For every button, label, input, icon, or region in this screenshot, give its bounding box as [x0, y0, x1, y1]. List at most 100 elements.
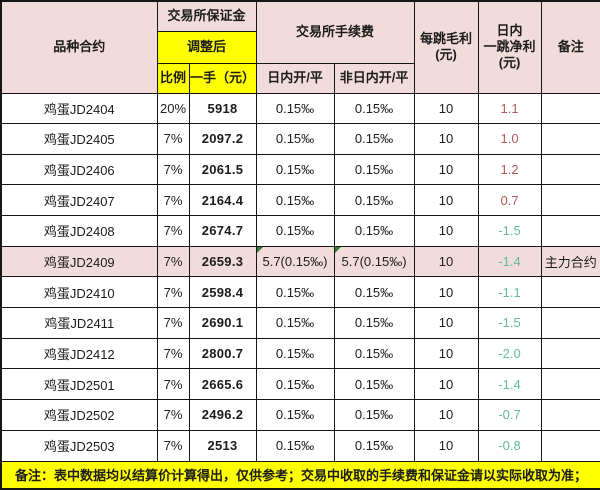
table-row: 鸡蛋JD2501 7% 2665.6 0.15‰ 0.15‰ 10 -1.4: [0, 368, 600, 401]
fee-intraday-cell: 0.15‰: [255, 368, 335, 401]
net-profit-cell: 1.2: [477, 153, 542, 186]
table-row: 鸡蛋JD2412 7% 2800.7 0.15‰ 0.15‰ 10 -2.0: [0, 337, 600, 370]
table-row: 鸡蛋JD2407 7% 2164.4 0.15‰ 0.15‰ 10 0.7: [0, 184, 600, 217]
per-lot-cell: 2061.5: [188, 153, 257, 186]
ratio-cell: 7%: [156, 337, 190, 370]
contract-cell: 鸡蛋JD2411: [0, 307, 158, 339]
fee-intraday-cell: 0.15‰: [255, 276, 335, 309]
header-exchange-fee: 交易所手续费: [255, 0, 415, 64]
per-lot-cell: 2674.7: [188, 215, 257, 247]
table-row: 鸡蛋JD2410 7% 2598.4 0.15‰ 0.15‰ 10 -1.1: [0, 276, 600, 309]
ratio-cell: 7%: [156, 307, 190, 339]
ratio-cell: 7%: [156, 276, 190, 309]
fee-intraday-cell: 0.15‰: [255, 123, 335, 155]
contract-cell: 鸡蛋JD2501: [0, 368, 158, 401]
gross-profit-cell: 10: [413, 92, 479, 125]
fee-non-intraday-cell: 0.15‰: [333, 307, 415, 339]
per-lot-cell: 2659.3: [188, 245, 257, 278]
net-profit-cell: 0.7: [477, 184, 542, 217]
comment-marker-icon: [335, 247, 341, 253]
per-lot-cell: 2690.1: [188, 307, 257, 339]
ratio-cell: 20%: [156, 92, 190, 125]
remark-cell: [540, 276, 600, 309]
remark-cell: [540, 184, 600, 217]
gross-profit-cell: 10: [413, 337, 479, 370]
remark-cell: [540, 92, 600, 125]
remark-cell: [540, 153, 600, 186]
ratio-cell: 7%: [156, 184, 190, 217]
ratio-cell: 7%: [156, 368, 190, 401]
per-lot-cell: 2665.6: [188, 368, 257, 401]
per-lot-cell: 2496.2: [188, 399, 257, 431]
net-profit-cell: -1.4: [477, 368, 542, 401]
net-profit-cell: -2.0: [477, 337, 542, 370]
ratio-cell: 7%: [156, 123, 190, 155]
remark-cell: [540, 337, 600, 370]
fee-non-intraday-cell: 0.15‰: [333, 184, 415, 217]
gross-profit-cell: 10: [413, 184, 479, 217]
net-profit-cell: 1.1: [477, 92, 542, 125]
fee-non-intraday-cell: 0.15‰: [333, 429, 415, 462]
contract-cell: 鸡蛋JD2405: [0, 123, 158, 155]
per-lot-cell: 2097.2: [188, 123, 257, 155]
contract-cell: 鸡蛋JD2404: [0, 92, 158, 125]
ratio-cell: 7%: [156, 215, 190, 247]
per-lot-cell: 2164.4: [188, 184, 257, 217]
net-profit-cell: -0.7: [477, 399, 542, 431]
table-row: 鸡蛋JD2406 7% 2061.5 0.15‰ 0.15‰ 10 1.2: [0, 153, 600, 186]
gross-profit-cell: 10: [413, 215, 479, 247]
net-profit-cell: -1.4: [477, 245, 542, 278]
gross-profit-cell: 10: [413, 276, 479, 309]
header-adjusted: 调整后: [156, 30, 257, 64]
net-profit-cell: 1.0: [477, 123, 542, 155]
remark-cell: [540, 399, 600, 431]
header-intraday-net-profit: 日内 一跳净利 (元): [477, 0, 542, 94]
per-lot-cell: 2513: [188, 429, 257, 462]
table-row: 鸡蛋JD2404 20% 5918 0.15‰ 0.15‰ 10 1.1: [0, 92, 600, 125]
gross-profit-cell: 10: [413, 123, 479, 155]
header-contract: 品种合约: [0, 0, 158, 94]
per-lot-cell: 2598.4: [188, 276, 257, 309]
fee-non-intraday-cell: 0.15‰: [333, 368, 415, 401]
table-row: 鸡蛋JD2411 7% 2690.1 0.15‰ 0.15‰ 10 -1.5: [0, 307, 600, 339]
gross-profit-cell: 10: [413, 153, 479, 186]
remark-cell: [540, 429, 600, 462]
fee-intraday-cell: 0.15‰: [255, 184, 335, 217]
comment-marker-icon: [257, 247, 263, 253]
gross-profit-cell: 10: [413, 399, 479, 431]
fee-intraday-cell: 0.15‰: [255, 307, 335, 339]
fee-non-intraday-cell: 5.7(0.15‰): [333, 245, 415, 278]
remark-cell: [540, 123, 600, 155]
fee-non-intraday-cell: 0.15‰: [333, 276, 415, 309]
ratio-cell: 7%: [156, 429, 190, 462]
contract-cell: 鸡蛋JD2502: [0, 399, 158, 431]
per-lot-cell: 5918: [188, 92, 257, 125]
fee-intraday-cell: 0.15‰: [255, 337, 335, 370]
fee-non-intraday-cell: 0.15‰: [333, 215, 415, 247]
per-lot-cell: 2800.7: [188, 337, 257, 370]
fee-non-intraday-cell: 0.15‰: [333, 123, 415, 155]
contract-cell: 鸡蛋JD2408: [0, 215, 158, 247]
remark-cell: [540, 307, 600, 339]
header-fee-non-intraday: 非日内开/平: [333, 62, 415, 94]
table-row: 鸡蛋JD2502 7% 2496.2 0.15‰ 0.15‰ 10 -0.7: [0, 399, 600, 431]
header-exchange-margin: 交易所保证金: [156, 0, 257, 32]
contract-cell: 鸡蛋JD2412: [0, 337, 158, 370]
contract-cell: 鸡蛋JD2409: [0, 245, 158, 278]
gross-profit-cell: 10: [413, 245, 479, 278]
fee-intraday-cell: 0.15‰: [255, 399, 335, 431]
header-remark: 备注: [540, 0, 600, 94]
gross-profit-cell: 10: [413, 307, 479, 339]
table-row: 鸡蛋JD2409 7% 2659.3 5.7(0.15‰) 5.7(0.15‰) 10 -1…: [0, 245, 600, 278]
fee-non-intraday-cell: 0.15‰: [333, 337, 415, 370]
table-row: 鸡蛋JD2503 7% 2513 0.15‰ 0.15‰ 10 -0.8: [0, 429, 600, 462]
header-per-lot: 一手（元）: [188, 62, 257, 94]
net-profit-cell: -1.5: [477, 215, 542, 247]
remark-cell: [540, 368, 600, 401]
fee-intraday-cell: 0.15‰: [255, 153, 335, 186]
fee-non-intraday-cell: 0.15‰: [333, 92, 415, 125]
net-profit-cell: -0.8: [477, 429, 542, 462]
net-profit-cell: -1.1: [477, 276, 542, 309]
header-gross-profit-per-tick: 每跳毛利 (元): [413, 0, 479, 94]
header-ratio: 比例: [156, 62, 190, 94]
